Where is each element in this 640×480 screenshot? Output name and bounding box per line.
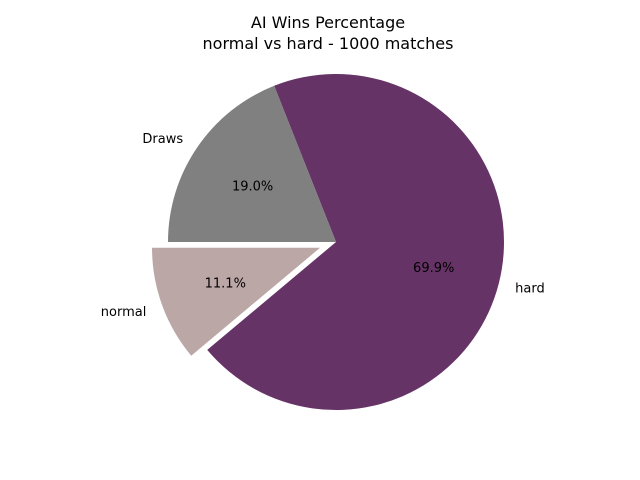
pie-category-label: hard — [515, 281, 545, 296]
pie-percent-label: 19.0% — [232, 179, 273, 194]
chart-title: AI Wins Percentage — [251, 13, 405, 32]
pie-percent-label: 11.1% — [205, 276, 246, 291]
pie-slice-draws — [168, 85, 336, 243]
pie-slice-normal — [152, 247, 321, 356]
pie-slices — [152, 73, 505, 410]
chart-subtitle: normal vs hard - 1000 matches — [203, 34, 454, 53]
pie-labels: 11.1% normal 69.9% hard 19.0% Draws — [101, 132, 545, 320]
pie-category-label: normal — [101, 305, 147, 320]
pie-slice-hard — [207, 73, 505, 410]
pie-percent-label: 69.9% — [413, 261, 454, 276]
pie-category-label: Draws — [142, 132, 183, 147]
